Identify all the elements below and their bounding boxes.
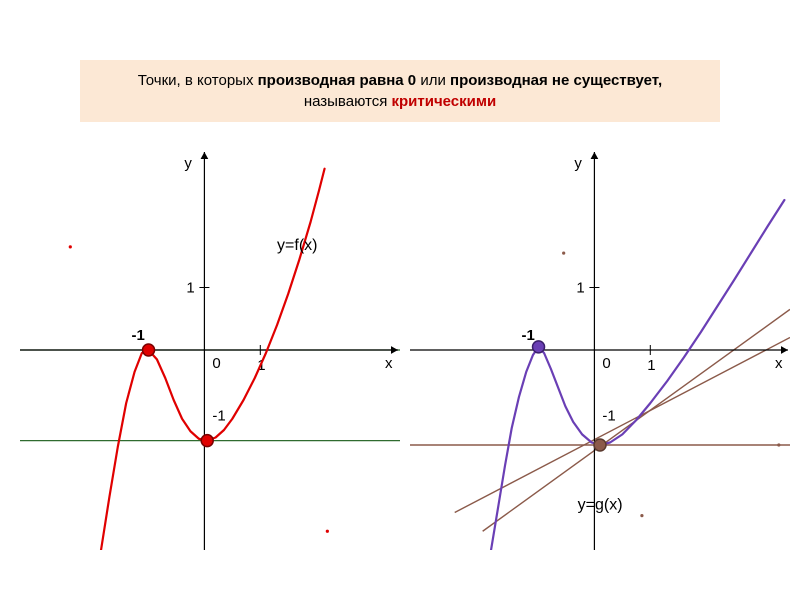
function-curve [491,200,784,550]
marker-dot [777,443,780,446]
critical-point [533,341,545,353]
title-box: Точки, в которых производная равна 0 или… [80,60,720,122]
critical-point [594,439,606,451]
marker-dot [326,530,329,533]
x-axis-label: x [775,355,783,372]
y-axis-label: y [574,155,582,172]
tangent-line [455,338,790,513]
origin-label: 0 [602,355,610,372]
x-axis-label: x [385,355,393,372]
y-axis-label: y [184,155,192,172]
x-tick-label: -1 [132,327,145,344]
y-tick-label: -1 [602,408,615,425]
x-tick-label: -1 [522,327,535,344]
x-axis-arrow [781,346,788,354]
critical-point [143,344,155,356]
y-tick-label: -1 [212,408,225,425]
critical-point [201,435,213,447]
y-tick-label: 1 [576,280,584,297]
x-tick-label: 1 [647,357,655,374]
title-red: критическими [391,93,496,110]
marker-dot [640,514,643,517]
function-label: y=g(x) [578,496,623,513]
marker-dot [69,245,72,248]
y-axis-arrow [591,152,599,159]
origin-label: 0 [212,355,220,372]
y-tick-label: 1 [186,280,194,297]
marker-dot [562,252,565,255]
title-text-2: или [416,72,450,89]
title-text-3: называются [304,93,392,110]
title-bold-1: производная равна 0 [258,72,417,89]
x-axis-arrow [391,346,398,354]
right-chart: 1 -1 1 -1 x y 0 y=g(x) [410,150,790,550]
left-chart: 1-11-1xy0y=f(x) [20,150,400,550]
function-label: y=f(x) [277,237,317,254]
title-text-1: Точки, в которых [138,72,258,89]
title-bold-2: производная не существует, [450,72,662,89]
y-axis-arrow [201,152,209,159]
